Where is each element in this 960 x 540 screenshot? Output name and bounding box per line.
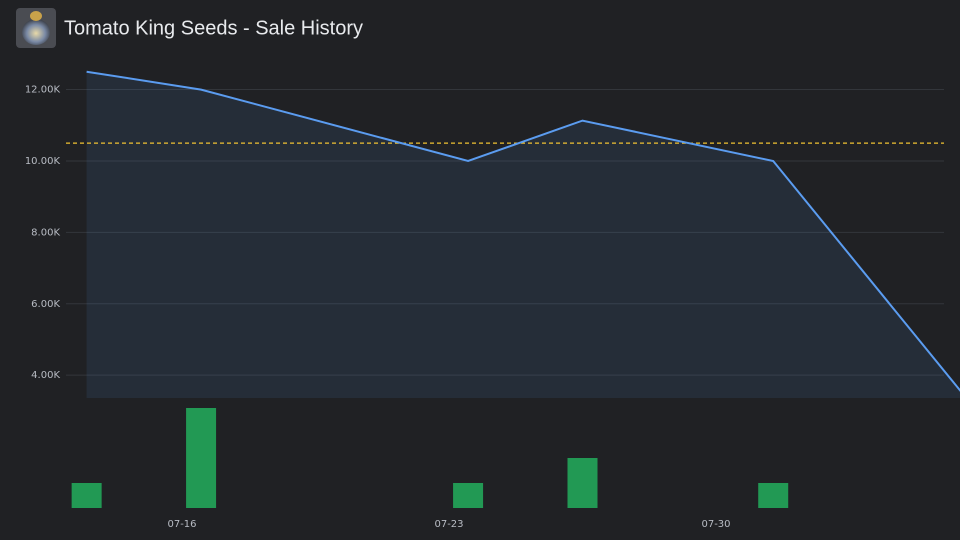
volume-bar [186,408,217,508]
y-tick-label: 10.00K [25,156,61,167]
y-tick-label: 12.00K [25,85,61,96]
y-tick-label: 6.00K [31,299,60,310]
price-line [86,70,960,392]
volume-bar [567,458,598,508]
volume-bar [758,483,789,508]
volume-bar [71,483,102,508]
price-area [86,71,960,398]
x-tick-label: 07-16 [167,519,196,530]
item-icon [16,8,56,48]
chart-title: Tomato King Seeds - Sale History [64,17,363,39]
volume-bar [453,483,484,508]
y-tick-label: 4.00K [31,370,60,381]
x-tick-label: 07-23 [434,519,463,530]
y-tick-label: 8.00K [31,227,60,238]
x-tick-label: 07-30 [701,519,730,530]
